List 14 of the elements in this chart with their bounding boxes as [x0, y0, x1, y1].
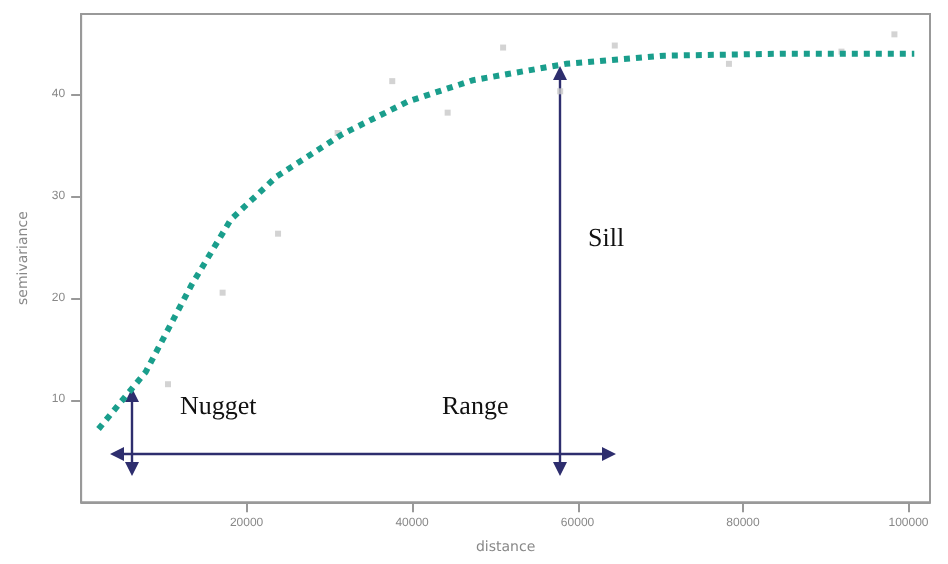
- annotation: Range: [442, 390, 509, 420]
- point: [219, 289, 226, 296]
- point: [389, 78, 396, 85]
- point: [275, 230, 282, 237]
- point: [444, 109, 451, 116]
- point: [725, 60, 732, 67]
- point: [611, 42, 618, 49]
- point: [165, 381, 172, 388]
- annotation: Nugget: [180, 390, 258, 420]
- point: [891, 31, 898, 38]
- point: [557, 88, 564, 95]
- annotation: Sill: [588, 222, 625, 252]
- line-series: [95, 50, 918, 432]
- point: [500, 44, 507, 51]
